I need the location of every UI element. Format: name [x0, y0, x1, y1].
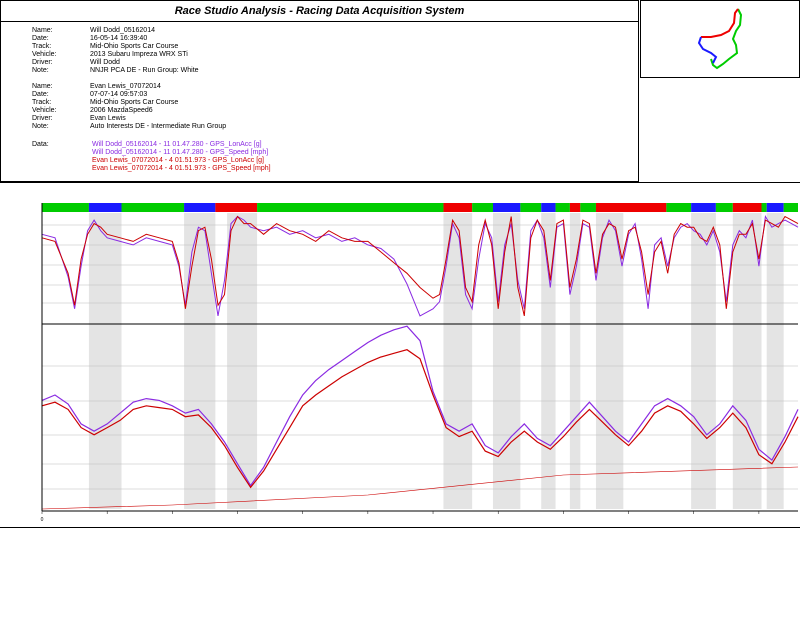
session-field: Note: Auto Interests DE - Intermediate Ru… — [32, 123, 226, 131]
track-map-panel — [640, 0, 800, 78]
session-field-key: Name: — [32, 83, 53, 90]
session-field-key: Track: — [32, 43, 52, 50]
segment-straight — [580, 203, 596, 212]
segment-left — [492, 203, 521, 212]
session-info-evan: Name: Evan Lewis_07072014 Date: 07-07-14 09… — [32, 83, 226, 131]
grid — [42, 224, 798, 490]
session-field-value: NNJR PCA DE - Run Group: White — [90, 67, 199, 74]
shaded-corner — [732, 213, 762, 509]
legend-entry: Evan Lewis_07072014 - 4 01.51.973 - GPS_… — [92, 165, 271, 172]
segment-right — [215, 203, 258, 212]
data-chart: 0 — [41, 203, 799, 523]
shaded-corners — [88, 213, 784, 509]
session-field-value: Mid-Ohio Sports Car Course — [90, 99, 179, 106]
track-map-red — [701, 8, 739, 38]
shaded-corner — [766, 213, 784, 509]
segment-straight — [472, 203, 493, 212]
series-speed — [41, 349, 799, 489]
session-field: Vehicle: 2013 Subaru Impreza WRX STi — [32, 51, 199, 59]
shaded-corner — [569, 213, 581, 509]
session-field-value: Mid-Ohio Sports Car Course — [90, 43, 179, 50]
legend-entry: Will Dodd_05162014 - 11 01.47.280 - GPS_… — [92, 149, 269, 156]
legend-entry: Will Dodd_05162014 - 11 01.47.280 - GPS_… — [92, 141, 262, 148]
axes: 0 — [41, 203, 798, 523]
segment-straight — [783, 203, 798, 212]
segment-bar — [42, 203, 798, 212]
segment-straight — [715, 203, 733, 212]
session-field-value: 07-07-14 09:57:03 — [90, 91, 148, 98]
session-field: Name: Will Dodd_05162014 — [32, 27, 199, 35]
session-field-key: Date: — [32, 91, 49, 98]
shaded-corner — [595, 213, 624, 509]
segment-straight — [42, 203, 89, 212]
series-lonacc — [41, 215, 799, 317]
data-legend-label: Data: — [32, 141, 49, 148]
track-map-blue — [697, 36, 718, 64]
segment-left — [766, 203, 784, 212]
segment-left — [184, 203, 216, 212]
series-lines — [41, 215, 799, 510]
session-field: Name: Evan Lewis_07072014 — [32, 83, 226, 91]
segment-right — [569, 203, 581, 212]
session-info-will: Name: Will Dodd_05162014 Date: 16-05-14 16:… — [32, 27, 199, 75]
session-field-value: Auto Interests DE - Intermediate Run Gro… — [90, 123, 227, 130]
segment-left — [541, 203, 556, 212]
session-field: Date: 16-05-14 16:39:40 — [32, 35, 199, 43]
session-field-key: Driver: — [32, 115, 53, 122]
session-field: Note: NNJR PCA DE - Run Group: White — [32, 67, 199, 75]
data-legend: Data: Will Dodd_05162014 - 11 01.47.280 … — [32, 141, 271, 172]
segment-straight — [666, 203, 692, 212]
track-map-green — [710, 8, 743, 70]
shaded-corner — [88, 213, 122, 509]
series-distance — [41, 466, 799, 510]
shaded-corner — [443, 213, 473, 509]
track-map — [697, 8, 743, 70]
shaded-corner — [691, 213, 716, 509]
series-speed — [41, 325, 799, 487]
session-field-value: 16-05-14 16:39:40 — [90, 35, 148, 42]
segment-left — [691, 203, 716, 212]
shaded-corner — [227, 213, 258, 509]
session-field-key: Driver: — [32, 59, 53, 66]
session-field-value: Will Dodd_05162014 — [90, 27, 155, 34]
segment-right — [732, 203, 762, 212]
session-field-value: Will Dodd — [90, 59, 120, 66]
segment-right — [595, 203, 667, 212]
session-field-key: Date: — [32, 35, 49, 42]
legend-entry: Evan Lewis_07072014 - 4 01.51.973 - GPS_… — [92, 157, 265, 164]
session-field-key: Vehicle: — [32, 107, 57, 114]
session-field-value: 2013 Subaru Impreza WRX STi — [90, 51, 188, 58]
segment-left — [88, 203, 122, 212]
session-field-key: Note: — [32, 123, 49, 130]
segment-straight — [761, 203, 767, 212]
segment-straight — [555, 203, 570, 212]
session-field-key: Name: — [32, 27, 53, 34]
session-field: Vehicle: 2006 MazdaSpeed6 — [32, 107, 226, 115]
x-tick-label: 0 — [41, 517, 44, 523]
session-field-value: Evan Lewis_07072014 — [90, 83, 161, 90]
session-field-key: Vehicle: — [32, 51, 57, 58]
segment-straight — [520, 203, 542, 212]
session-field: Track: Mid-Ohio Sports Car Course — [32, 43, 199, 51]
session-field: Driver: Will Dodd — [32, 59, 199, 67]
segment-right — [443, 203, 473, 212]
session-field: Driver: Evan Lewis — [32, 115, 226, 123]
chart-panel: 0 — [0, 182, 800, 528]
session-field-key: Note: — [32, 67, 49, 74]
session-field-value: Evan Lewis — [90, 115, 126, 122]
session-info-panel — [0, 21, 639, 182]
segment-straight — [257, 203, 444, 212]
session-field-value: 2006 MazdaSpeed6 — [90, 107, 153, 114]
session-field-key: Track: — [32, 99, 52, 106]
window-title: Race Studio Analysis - Racing Data Acqui… — [174, 5, 465, 17]
segment-straight — [121, 203, 185, 212]
session-field: Date: 07-07-14 09:57:03 — [32, 91, 226, 99]
shaded-corner — [492, 213, 521, 509]
session-field: Track: Mid-Ohio Sports Car Course — [32, 99, 226, 107]
window-title-bar: Race Studio Analysis - Racing Data Acqui… — [0, 0, 639, 22]
series-lonacc — [41, 215, 799, 317]
